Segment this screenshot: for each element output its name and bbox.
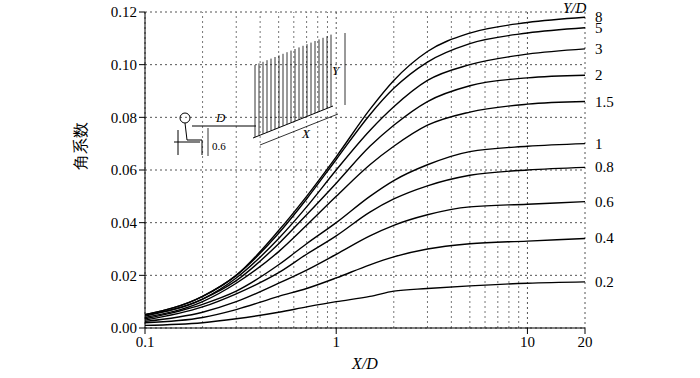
svg-text:X/D: X/D xyxy=(351,355,378,372)
svg-text:20: 20 xyxy=(578,334,593,350)
svg-text:10: 10 xyxy=(520,334,535,350)
svg-text:0.06: 0.06 xyxy=(111,162,138,178)
svg-text:0.08: 0.08 xyxy=(111,110,137,126)
svg-text:0.1: 0.1 xyxy=(136,334,155,350)
svg-text:0.12: 0.12 xyxy=(111,4,137,20)
svg-text:0.10: 0.10 xyxy=(111,57,137,73)
svg-text:0.8: 0.8 xyxy=(595,159,614,175)
svg-text:0.2: 0.2 xyxy=(595,274,614,290)
svg-text:1: 1 xyxy=(595,136,603,152)
svg-text:1: 1 xyxy=(332,334,340,350)
svg-text:Y/D: Y/D xyxy=(563,0,587,16)
svg-text:角系数: 角系数 xyxy=(72,122,89,170)
svg-text:3: 3 xyxy=(595,41,603,57)
svg-text:X: X xyxy=(301,126,311,141)
svg-text:0.4: 0.4 xyxy=(595,230,614,246)
svg-text:0.00: 0.00 xyxy=(111,320,137,336)
svg-text:0.02: 0.02 xyxy=(111,268,137,284)
svg-text:8: 8 xyxy=(595,9,603,26)
svg-text:2: 2 xyxy=(595,67,603,83)
svg-text:0.6: 0.6 xyxy=(595,194,614,210)
svg-text:5: 5 xyxy=(595,20,603,36)
svg-text:Y: Y xyxy=(332,63,341,78)
svg-text:1.5: 1.5 xyxy=(595,94,614,110)
svg-text:D: D xyxy=(215,110,226,125)
svg-text:0.6: 0.6 xyxy=(212,140,226,152)
svg-text:0.04: 0.04 xyxy=(111,215,138,231)
